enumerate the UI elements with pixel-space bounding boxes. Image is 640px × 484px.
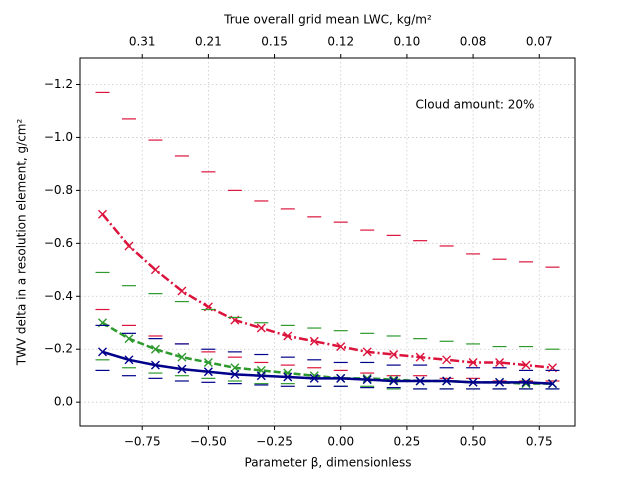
point-marker [468,357,478,367]
annotation: Cloud amount: 20% [416,98,535,112]
x-axis-label: Parameter β, dimensionless [245,456,412,470]
x-tick-label: −0.75 [124,435,161,449]
point-marker [309,373,319,383]
point-marker [548,379,557,389]
top-tick-label: 0.10 [394,35,421,49]
point-marker [203,367,213,377]
y-tick-label: −0.4 [44,289,73,303]
point-marker [124,241,134,251]
point-marker [521,377,531,387]
point-marker [230,369,240,379]
point-marker [256,371,266,381]
x-tick-label: −0.50 [190,435,227,449]
point-marker [362,375,372,385]
series-line [102,350,553,385]
point-marker [150,344,160,354]
top-tick-label: 0.12 [327,35,354,49]
plot-frame [79,57,576,427]
point-marker [442,376,452,386]
point-marker [521,379,531,389]
point-marker [442,355,452,365]
point-marker [256,323,266,333]
point-marker [98,347,107,357]
top-axis-label: True overall grid mean LWC, kg/m² [223,13,432,27]
y-tick-label: −0.8 [44,183,73,197]
point-marker [150,265,160,275]
y-tick-label: −1.2 [44,77,73,91]
top-tick-label: 0.07 [526,35,553,49]
point-marker [415,376,425,386]
x-tick-label: 0.50 [460,435,487,449]
x-tick-label: −0.25 [256,435,293,449]
point-marker [150,360,160,370]
point-marker [203,357,213,367]
y-tick-label: −1.0 [44,130,73,144]
x-tick-label: 0.25 [394,435,421,449]
y-axis-label: TWV delta in a resolution element, g/cm² [15,119,29,367]
top-tick-label: 0.31 [129,35,156,49]
point-marker [495,357,505,367]
point-marker [177,286,187,296]
point-marker [283,372,293,382]
point-marker [309,336,319,346]
point-marker [336,342,346,352]
point-marker [336,373,346,383]
top-tick-label: 0.08 [460,35,487,49]
point-marker [495,377,505,387]
series-line [101,213,553,370]
series-line [101,321,553,385]
x-tick-label: 0.00 [327,435,354,449]
point-marker [124,355,134,365]
point-marker [124,334,134,344]
point-marker [177,364,187,374]
y-tick-label: −0.6 [44,236,73,250]
point-marker [521,360,531,370]
point-marker [389,376,399,386]
grid-layer [80,58,575,426]
y-tick-label: −0.2 [44,342,73,356]
point-marker [177,352,187,362]
point-marker [468,377,478,387]
data-layer [95,91,560,390]
point-marker [283,331,293,341]
point-marker [230,363,240,373]
top-tick-label: 0.21 [195,35,222,49]
point-marker [389,375,399,385]
y-tick-label: 0.0 [54,395,73,409]
point-marker [98,209,107,219]
point-marker [362,347,372,357]
top-tick-label: 0.15 [261,35,288,49]
point-marker [389,350,399,360]
point-marker [415,352,425,362]
x-tick-label: 0.75 [526,435,553,449]
